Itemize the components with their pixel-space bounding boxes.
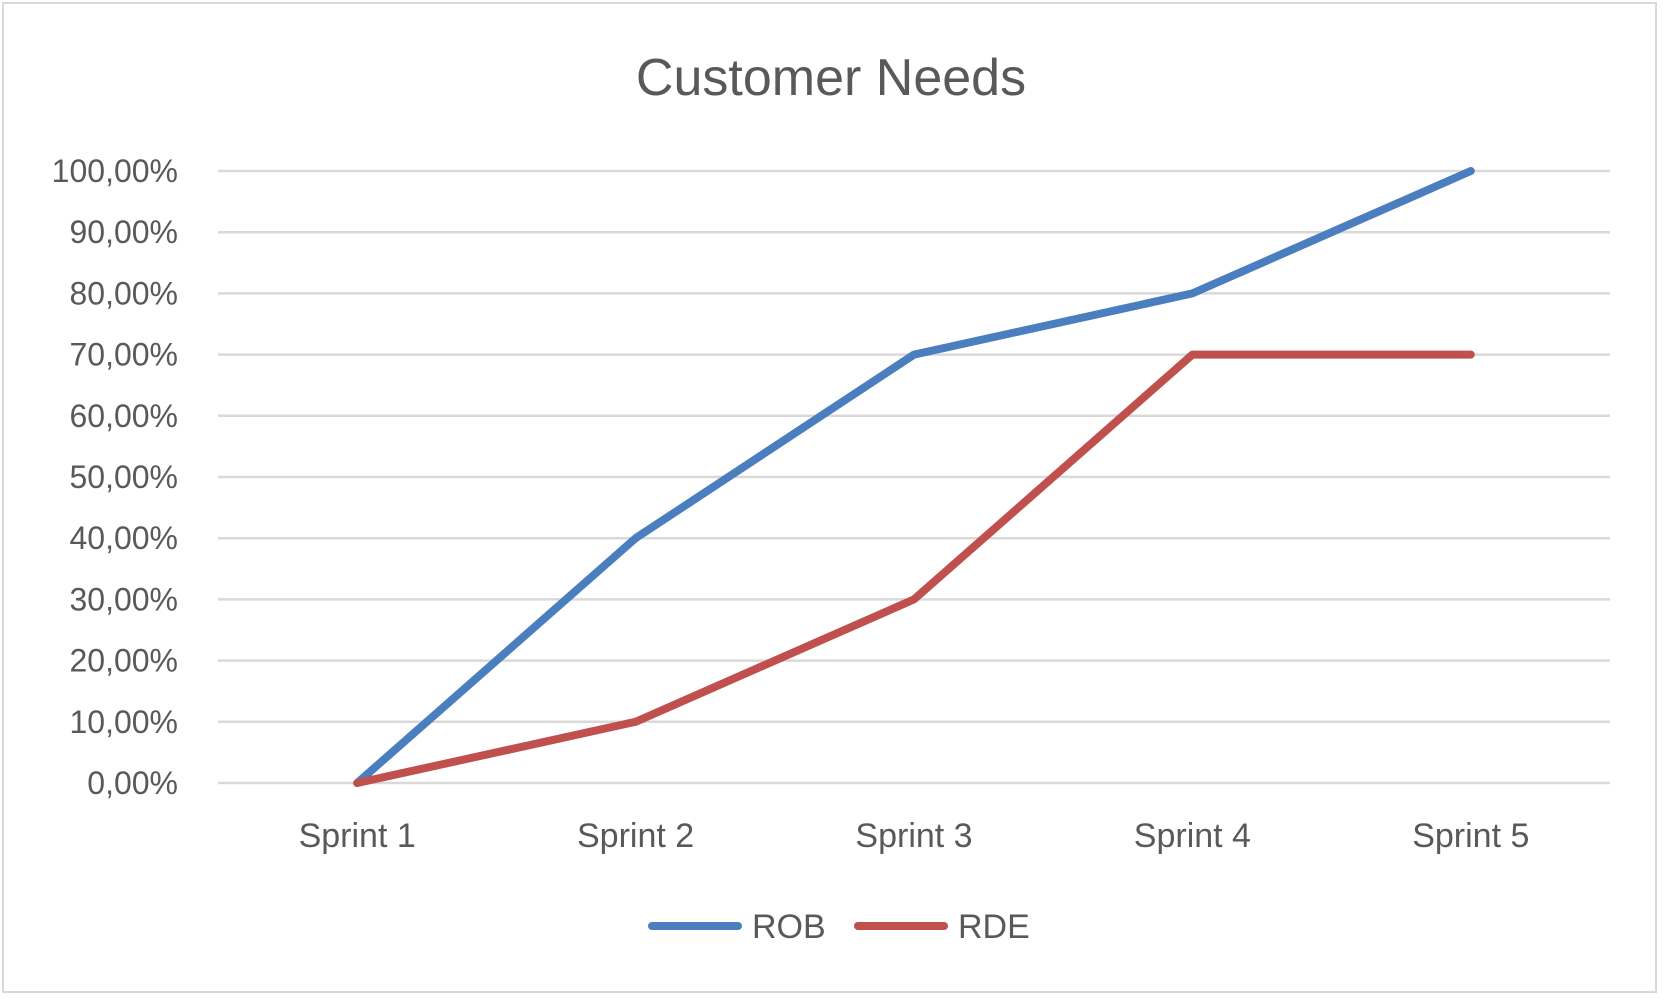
legend-label-rob: ROB bbox=[752, 908, 826, 946]
y-tick-label: 60,00% bbox=[69, 398, 178, 434]
x-axis-tick-labels: Sprint 1 Sprint 2 Sprint 3 Sprint 4 Sprint 5 bbox=[299, 817, 1530, 855]
x-tick-label: Sprint 2 bbox=[577, 817, 694, 855]
legend-label-rde: RDE bbox=[958, 908, 1030, 946]
gridlines bbox=[218, 169, 1610, 785]
x-tick-label: Sprint 3 bbox=[855, 817, 972, 855]
x-tick-label: Sprint 5 bbox=[1412, 817, 1529, 855]
x-tick-label: Sprint 1 bbox=[299, 817, 416, 855]
chart-title: Customer Needs bbox=[636, 49, 1026, 107]
y-tick-label: 0,00% bbox=[87, 765, 178, 801]
y-tick-label: 90,00% bbox=[69, 214, 178, 250]
y-tick-label: 10,00% bbox=[69, 704, 178, 740]
y-tick-label: 80,00% bbox=[69, 275, 178, 311]
series-lines bbox=[353, 167, 1475, 787]
y-tick-label: 70,00% bbox=[69, 337, 178, 373]
y-tick-label: 20,00% bbox=[69, 643, 178, 679]
y-tick-label: 30,00% bbox=[69, 581, 178, 617]
y-tick-label: 100,00% bbox=[52, 153, 178, 189]
legend: ROB RDE bbox=[648, 908, 1030, 946]
y-tick-label: 50,00% bbox=[69, 459, 178, 495]
series-line-rde bbox=[353, 350, 1475, 787]
x-tick-label: Sprint 4 bbox=[1134, 817, 1251, 855]
y-tick-label: 40,00% bbox=[69, 520, 178, 556]
y-axis-tick-labels: 0,00% 10,00% 20,00% 30,00% 40,00% 50,00% 60,00… bbox=[52, 153, 178, 801]
